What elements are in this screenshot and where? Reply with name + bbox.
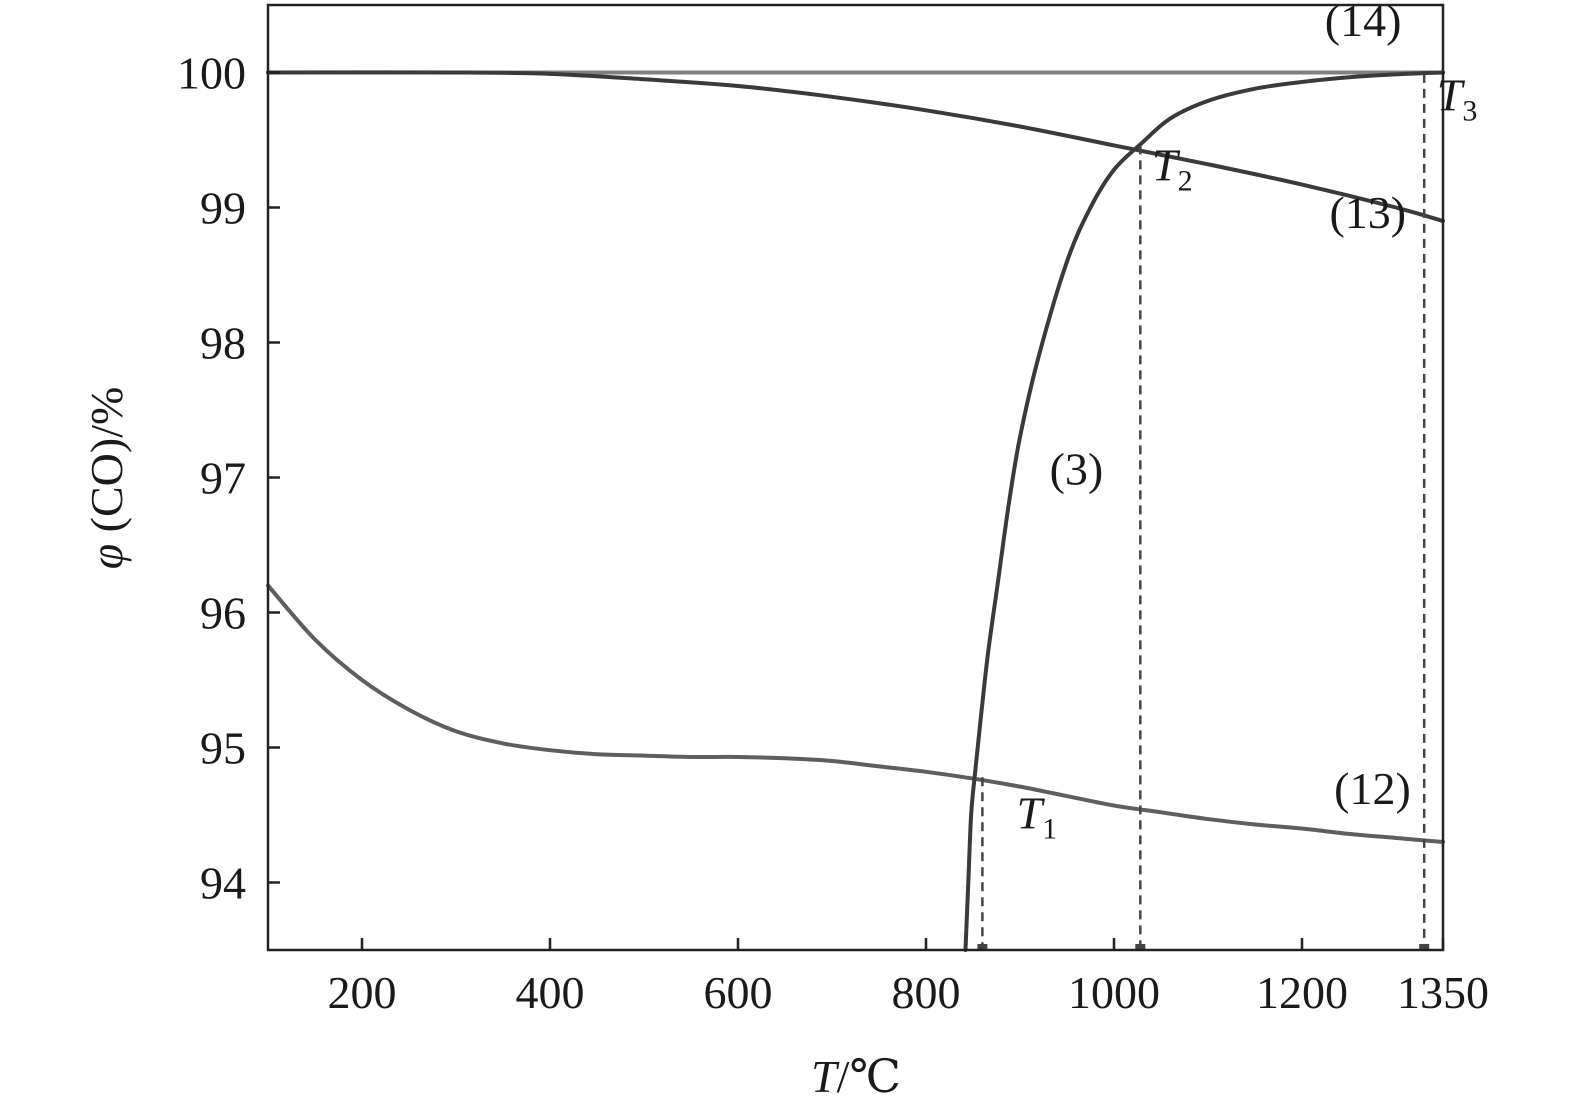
reference-lines-layer [977, 73, 1430, 950]
y-tick-label-97: 97 [200, 453, 246, 504]
x-axis-ticks: 200 400 600 800 1000 1200 1350 [328, 938, 1489, 1018]
y-tick-label-100: 100 [177, 48, 246, 99]
x-tick-label-800: 800 [892, 967, 961, 1018]
x-tick-label-200: 200 [328, 967, 397, 1018]
x-tick-label-1200: 1200 [1256, 967, 1348, 1018]
series-line-13 [266, 70, 1445, 223]
ref-marker-t2 [1135, 944, 1146, 950]
x-axis-title-unit: /℃ [837, 1051, 901, 1102]
series-line-12 [266, 583, 1445, 844]
y-tick-label-98: 98 [200, 318, 246, 369]
x-tick-label-1000: 1000 [1068, 967, 1160, 1018]
annotation-3: (3) [1050, 443, 1104, 494]
annotation-12: (12) [1334, 763, 1411, 814]
annotation-t3: T3 [1437, 69, 1478, 127]
y-axis-title-unit: (CO)/% [81, 387, 132, 544]
y-tick-label-99: 99 [200, 183, 246, 234]
x-tick-label-1350: 1350 [1397, 967, 1489, 1018]
y-tick-label-95: 95 [200, 723, 246, 774]
annotation-t1: T1 [1017, 788, 1058, 846]
y-tick-label-96: 96 [200, 588, 246, 639]
annotation-13: (13) [1329, 187, 1406, 238]
series-line-3 [963, 70, 1445, 952]
annotation-t2: T2 [1152, 140, 1193, 198]
y-axis-title: φ (CO)/% [81, 387, 132, 570]
x-tick-label-600: 600 [704, 967, 773, 1018]
ref-marker-t3 [1419, 944, 1430, 950]
curves-layer [266, 70, 1445, 952]
ref-marker-t1 [977, 944, 988, 950]
plot-frame [266, 3, 1445, 952]
x-tick-label-400: 400 [516, 967, 585, 1018]
x-axis-title-symbol: T [811, 1051, 840, 1102]
x-axis-title: T/℃ [811, 1051, 901, 1102]
y-axis-ticks: 94 95 96 97 98 99 100 [177, 48, 280, 909]
annotation-14: (14) [1325, 0, 1402, 46]
annotation-layer: (14) (13) (12) (3) T1 T2 T3 [1017, 0, 1478, 846]
y-axis-title-symbol: φ [81, 544, 132, 569]
y-tick-label-94: 94 [200, 858, 246, 909]
